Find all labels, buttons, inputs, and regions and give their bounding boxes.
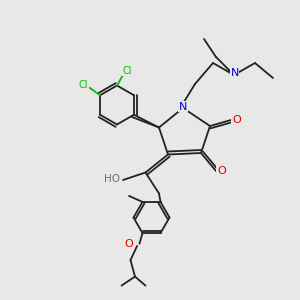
- Text: Cl: Cl: [79, 80, 88, 90]
- Text: O: O: [232, 115, 241, 125]
- Text: HO: HO: [104, 173, 121, 184]
- Text: O: O: [124, 239, 133, 249]
- Text: Cl: Cl: [123, 65, 132, 76]
- Text: O: O: [217, 166, 226, 176]
- Text: N: N: [179, 101, 187, 112]
- Text: N: N: [230, 68, 239, 79]
